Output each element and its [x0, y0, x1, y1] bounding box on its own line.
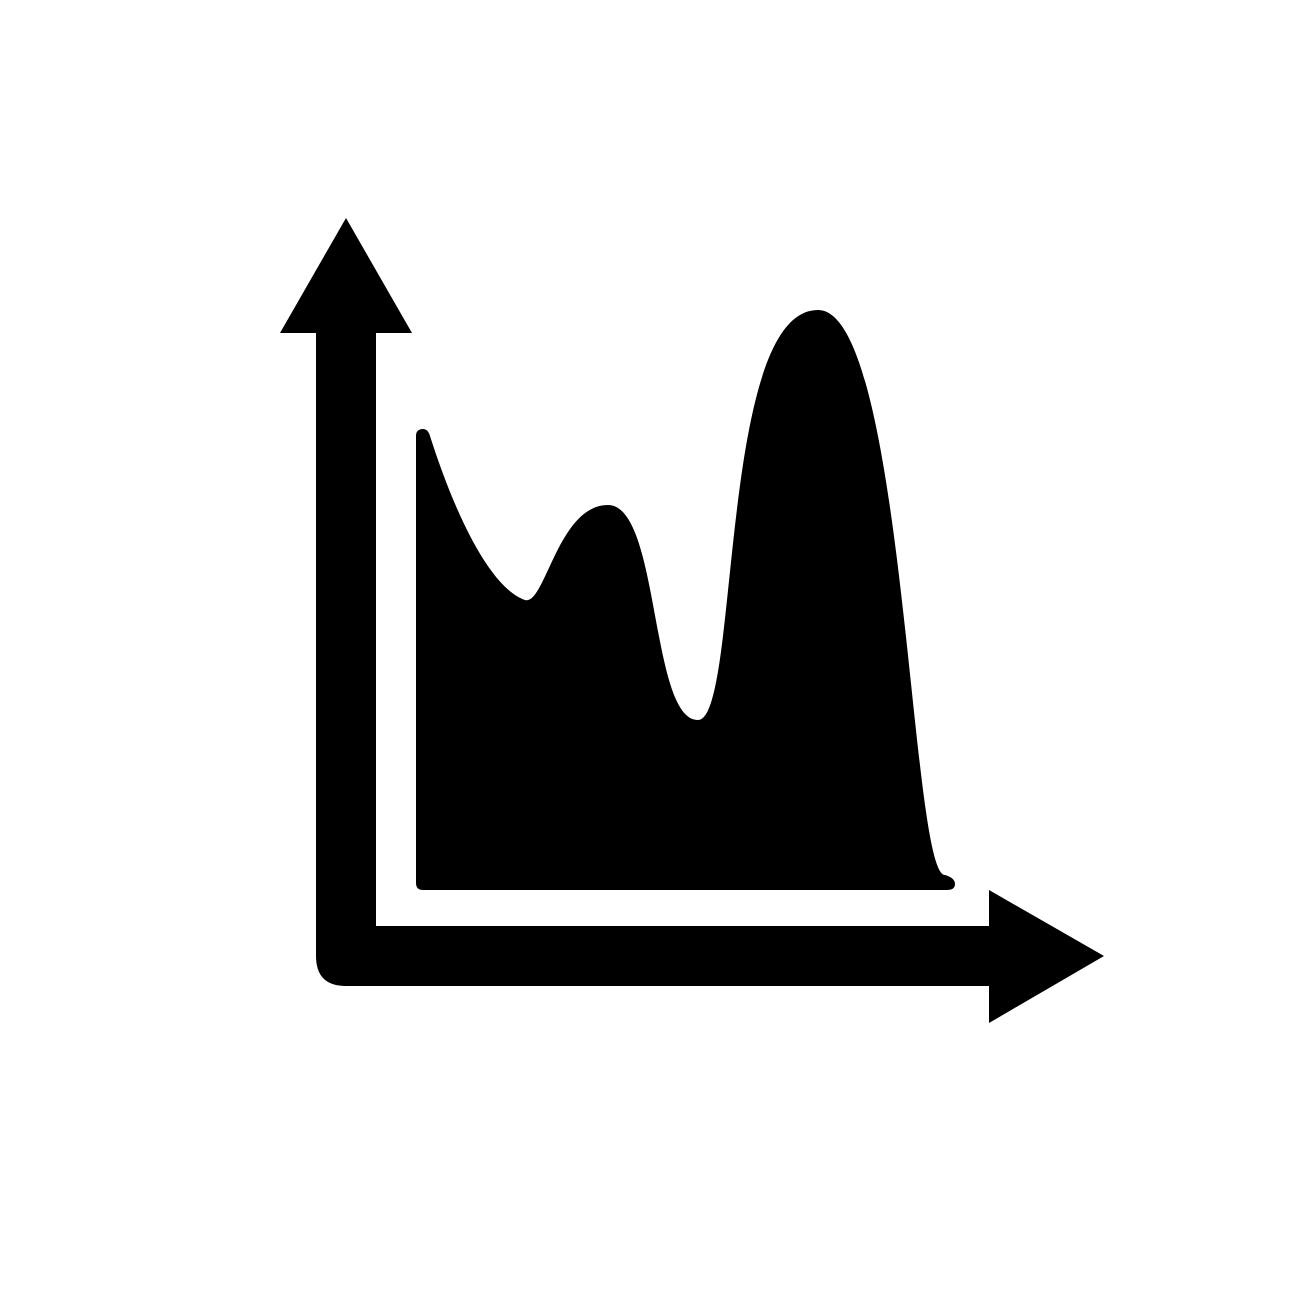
area-fill	[416, 310, 955, 890]
x-axis-arrowhead	[989, 890, 1104, 1023]
x-axis-arrow	[316, 890, 1104, 1023]
y-axis-shaft	[316, 330, 376, 956]
y-axis-arrowhead	[280, 218, 412, 333]
y-axis-arrow	[280, 218, 412, 956]
x-axis-shaft	[316, 926, 992, 986]
